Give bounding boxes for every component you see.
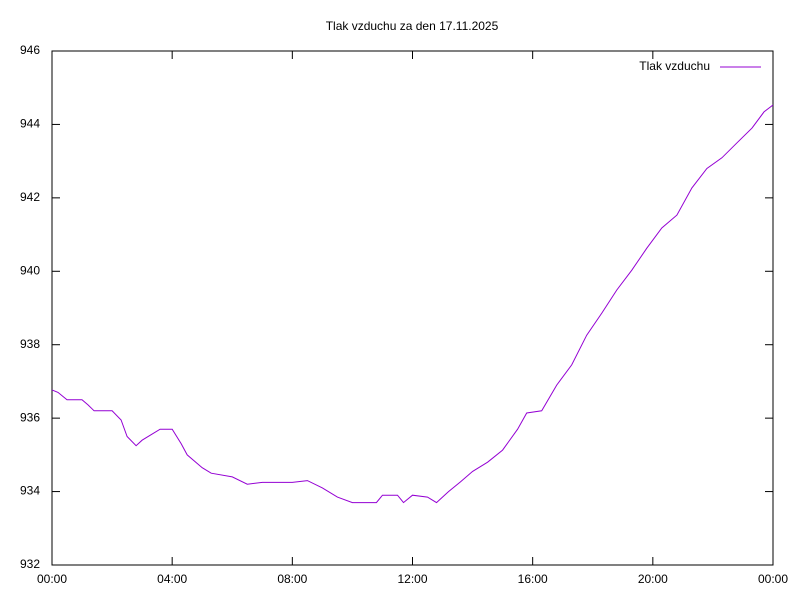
data-line: [51, 104, 774, 504]
x-tick-label: 20:00: [638, 572, 668, 586]
x-tick-label: 00:00: [37, 572, 67, 586]
x-tick-label: 12:00: [397, 572, 427, 586]
y-tick-label: 936: [20, 410, 40, 424]
y-tick-label: 934: [20, 484, 40, 498]
chart-title: Tlak vzduchu za den 17.11.2025: [326, 19, 499, 33]
y-tick-label: 946: [20, 43, 40, 57]
x-tick-label: 04:00: [157, 572, 187, 586]
y-tick-label: 944: [20, 117, 40, 131]
plot-border: [51, 50, 774, 566]
x-tick-label: 08:00: [277, 572, 307, 586]
y-tick-label: 938: [20, 337, 40, 351]
x-tick-label: 00:00: [758, 572, 788, 586]
x-tick-label: 16:00: [518, 572, 548, 586]
y-tick-label: 932: [20, 557, 40, 571]
legend-label: Tlak vzduchu: [639, 59, 710, 73]
y-tick-label: 940: [20, 263, 40, 277]
y-tick-label: 942: [20, 190, 40, 204]
